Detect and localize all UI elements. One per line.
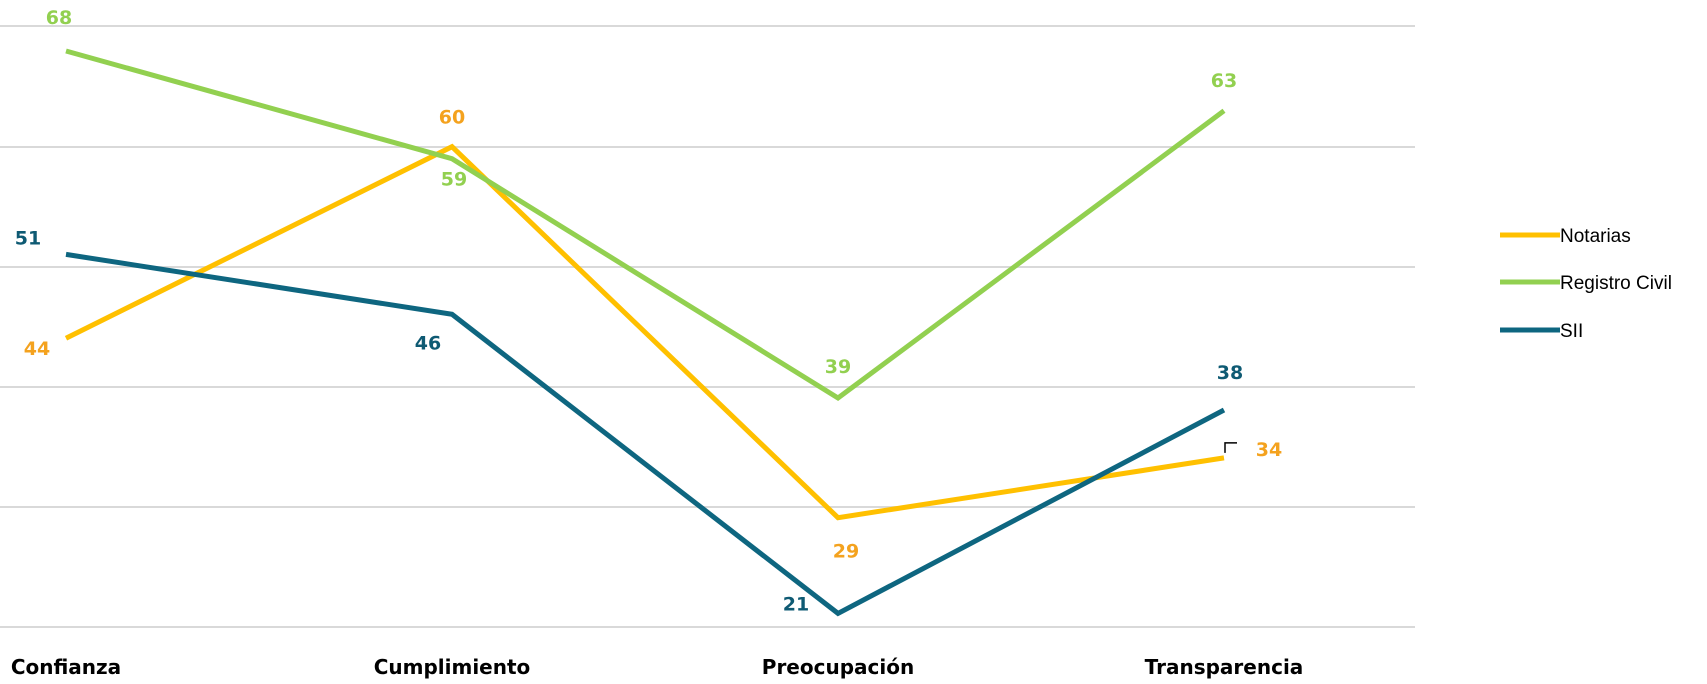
data-label-sii: 51 <box>15 227 41 249</box>
data-label-registro-civil: 68 <box>46 7 72 29</box>
series-line-registro-civil <box>65 48 1226 402</box>
legend-entry-label: Registro Civil <box>1560 273 1672 294</box>
series-line-notarias <box>64 143 1225 521</box>
x-axis-tick-labels: Confianza Cumplimiento Preocupación Transpa… <box>11 655 1304 679</box>
data-label-leader-line <box>1224 442 1237 453</box>
data-label-notarias: 34 <box>1256 439 1282 461</box>
legend: Notarias Registro Civil SII <box>1500 226 1672 342</box>
series-lines <box>64 48 1226 617</box>
data-label-notarias: 29 <box>833 541 859 563</box>
data-label-notarias: 60 <box>439 107 465 129</box>
x-tick-label: Transparencia <box>1145 655 1304 679</box>
data-label-registro-civil: 39 <box>825 356 851 378</box>
legend-entry-label: Notarias <box>1560 226 1631 247</box>
x-tick-label: Confianza <box>11 655 121 679</box>
x-tick-label: Preocupación <box>762 655 914 679</box>
x-tick-label: Cumplimiento <box>374 655 531 679</box>
series-line-sii <box>65 251 1226 617</box>
data-labels: 44 60 29 34 68 59 39 63 51 46 21 38 <box>15 7 1282 615</box>
gridlines <box>0 25 1415 628</box>
data-label-registro-civil: 63 <box>1211 70 1237 92</box>
data-label-notarias: 44 <box>24 338 50 360</box>
data-label-registro-civil: 59 <box>441 169 467 191</box>
data-label-sii: 38 <box>1217 362 1243 384</box>
data-label-sii: 46 <box>415 332 441 354</box>
data-label-sii: 21 <box>783 593 809 615</box>
legend-entry-label: SII <box>1560 321 1583 342</box>
